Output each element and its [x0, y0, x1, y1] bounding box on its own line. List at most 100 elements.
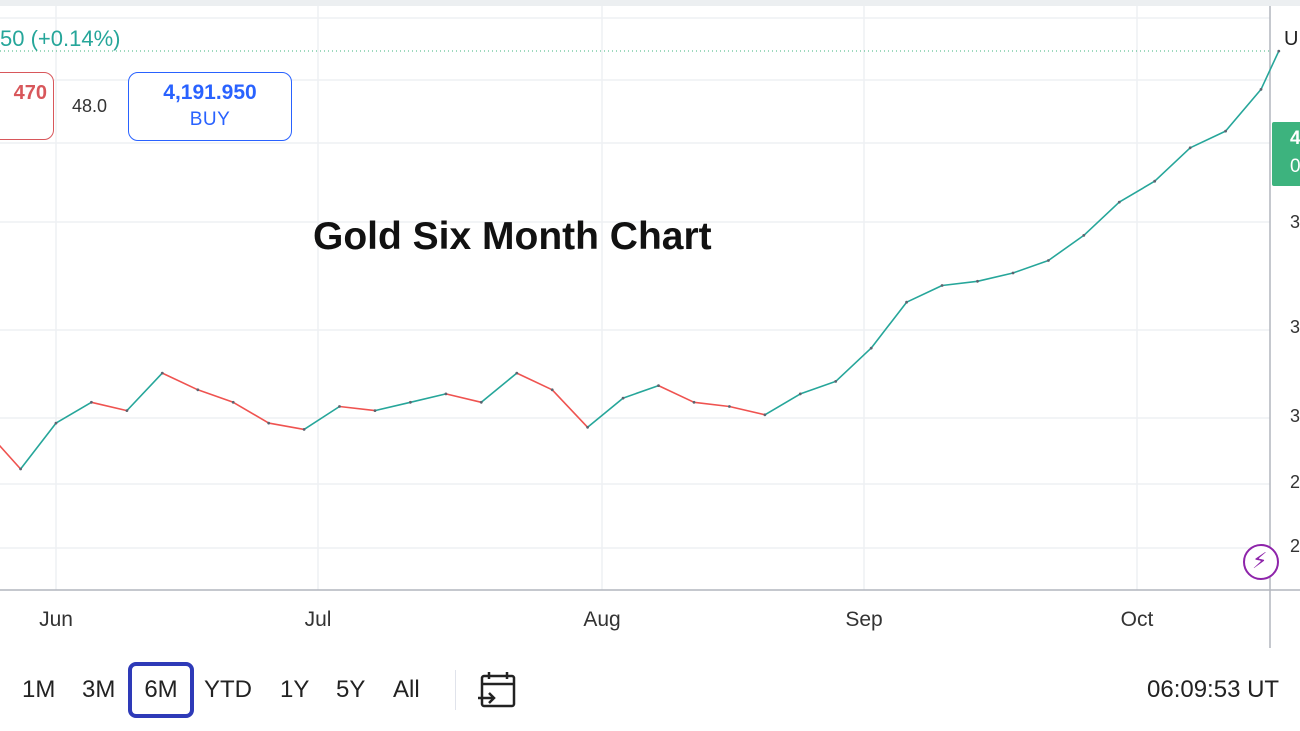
price-point [125, 409, 129, 412]
grid-lines [0, 6, 1270, 590]
price-segment [870, 301, 908, 349]
price-point [196, 388, 200, 392]
price-point [1277, 49, 1281, 53]
price-segment [1224, 88, 1262, 132]
spread-value: 48.0 [72, 96, 108, 116]
price-point [586, 425, 589, 429]
price-point [444, 392, 448, 396]
range-toolbar: 1M 3M 6M YTD 1Y 5Y All 06:09:53 UT [0, 652, 1300, 731]
price-point [515, 371, 519, 375]
calendar-goto-icon[interactable] [474, 666, 522, 714]
price-point [1188, 146, 1192, 150]
chart-title: Gold Six Month Chart [313, 215, 712, 258]
price-point [231, 400, 235, 404]
price-scale-currency: U [1284, 28, 1299, 50]
price-segment [338, 405, 376, 412]
clock-readout: 06:09:53 UT [1147, 676, 1280, 703]
price-series [0, 49, 1281, 471]
buy-price: 4,191.950 [163, 81, 257, 104]
lightning-icon[interactable]: ⚡ [1243, 544, 1279, 580]
range-button-all[interactable]: All [393, 674, 420, 706]
price-segment [0, 444, 22, 470]
price-point [834, 380, 838, 383]
price-point [1153, 179, 1157, 183]
price-segment [409, 393, 447, 404]
price-segment [764, 393, 802, 416]
y-tick-label: 3 [1290, 406, 1300, 426]
y-tick-label: 3 [1290, 212, 1300, 232]
y-tick-label: 2 [1290, 536, 1300, 556]
toolbar-divider [455, 670, 456, 710]
price-point [763, 413, 767, 417]
price-segment [693, 401, 731, 408]
price-chart[interactable] [0, 0, 1300, 650]
price-segment [1012, 259, 1050, 274]
price-segment [19, 422, 57, 470]
last-price-badge-line2: 0 [1290, 156, 1300, 177]
price-segment [303, 405, 341, 431]
price-point [905, 300, 908, 304]
price-segment [1083, 201, 1121, 237]
sell-button[interactable]: 470 [0, 72, 54, 140]
price-segment [1153, 147, 1191, 182]
price-segment [126, 372, 164, 412]
last-price-badge: 4 0 [1272, 122, 1300, 186]
price-segment [799, 380, 837, 395]
price-point [54, 421, 58, 425]
price-segment [161, 372, 199, 391]
top-border [0, 0, 1300, 6]
price-point [373, 409, 377, 412]
price-segment [374, 401, 412, 412]
sell-price: 470 [13, 82, 47, 104]
price-point [1224, 129, 1227, 133]
price-segment [976, 272, 1014, 283]
price-point [1117, 200, 1121, 204]
price-point [692, 400, 696, 404]
price-segment [1047, 234, 1085, 262]
price-point [479, 400, 483, 404]
price-segment [55, 401, 93, 424]
price-segment [551, 388, 589, 429]
price-point [1047, 259, 1050, 262]
y-tick-label: 3 [1290, 317, 1300, 337]
range-button-1y[interactable]: 1Y [280, 674, 309, 706]
price-point [550, 388, 554, 392]
buy-button[interactable]: 4,191.950 BUY [128, 72, 292, 141]
price-segment [1118, 180, 1156, 203]
price-point [940, 284, 944, 287]
price-point [160, 371, 164, 375]
range-button-1m[interactable]: 1M [22, 674, 55, 706]
price-point [409, 400, 412, 404]
price-segment [267, 422, 305, 431]
x-tick-label: Sep [845, 608, 883, 631]
price-segment [941, 280, 979, 287]
range-button-6m[interactable]: 6M [128, 662, 194, 718]
buy-label: BUY [189, 109, 231, 130]
price-segment [622, 384, 660, 399]
price-segment [515, 372, 554, 391]
price-point [798, 392, 802, 396]
price-segment [728, 405, 766, 416]
x-tick-label: Jul [304, 608, 332, 631]
price-point [1011, 271, 1015, 275]
price-change-readout: 50 (+0.14%) [0, 26, 121, 51]
range-button-5y[interactable]: 5Y [336, 674, 365, 706]
range-button-3m[interactable]: 3M [82, 674, 115, 706]
price-point [302, 428, 306, 431]
last-price-badge-line1: 4 [1290, 128, 1300, 149]
price-point [1082, 234, 1086, 237]
price-point [19, 467, 22, 471]
range-button-ytd[interactable]: YTD [204, 674, 252, 706]
price-point [338, 405, 341, 408]
x-tick-label: Jun [39, 608, 73, 631]
price-segment [834, 347, 873, 383]
price-point [1259, 88, 1263, 91]
price-segment [586, 397, 624, 429]
price-segment [445, 393, 483, 404]
y-tick-label: 2 [1290, 472, 1300, 492]
price-segment [905, 284, 943, 304]
price-point [657, 384, 660, 387]
price-point [869, 346, 873, 350]
price-point [90, 400, 93, 404]
price-segment [232, 401, 270, 424]
